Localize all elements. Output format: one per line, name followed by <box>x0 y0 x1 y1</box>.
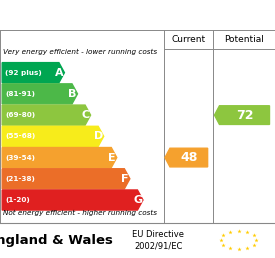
Text: B: B <box>68 89 77 99</box>
Text: (92 plus): (92 plus) <box>5 70 42 76</box>
Text: E: E <box>108 152 116 163</box>
Text: Potential: Potential <box>224 35 264 44</box>
Text: EU Directive
2002/91/EC: EU Directive 2002/91/EC <box>132 230 184 251</box>
Polygon shape <box>165 148 208 167</box>
Text: Not energy efficient - higher running costs: Not energy efficient - higher running co… <box>3 210 157 216</box>
Polygon shape <box>2 105 90 125</box>
Text: F: F <box>121 174 129 184</box>
Text: (39-54): (39-54) <box>5 155 35 160</box>
Text: (1-20): (1-20) <box>5 197 30 203</box>
Text: (21-38): (21-38) <box>5 176 35 182</box>
Text: 72: 72 <box>236 109 253 122</box>
Text: G: G <box>133 195 142 205</box>
Text: (69-80): (69-80) <box>5 112 35 118</box>
Polygon shape <box>2 190 143 210</box>
Text: England & Wales: England & Wales <box>0 234 112 247</box>
Text: Energy Efficiency Rating: Energy Efficiency Rating <box>37 8 238 23</box>
Text: (55-68): (55-68) <box>5 133 35 139</box>
Text: D: D <box>94 131 103 141</box>
Polygon shape <box>214 106 270 124</box>
Text: A: A <box>55 68 64 78</box>
Text: Very energy efficient - lower running costs: Very energy efficient - lower running co… <box>3 49 157 55</box>
Polygon shape <box>2 148 117 168</box>
Polygon shape <box>2 126 104 146</box>
Text: Current: Current <box>171 35 205 44</box>
Polygon shape <box>2 169 130 189</box>
Polygon shape <box>2 84 78 104</box>
Polygon shape <box>2 63 64 83</box>
Text: 48: 48 <box>180 151 197 164</box>
Text: C: C <box>82 110 90 120</box>
Text: (81-91): (81-91) <box>5 91 35 97</box>
